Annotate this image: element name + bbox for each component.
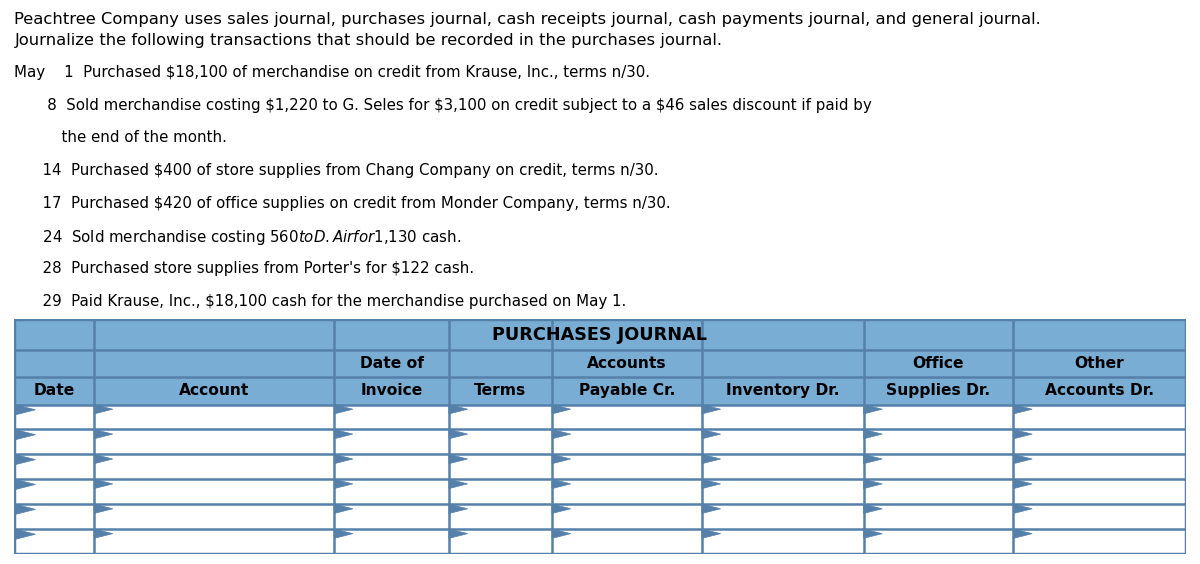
- Polygon shape: [702, 404, 721, 414]
- Polygon shape: [702, 454, 721, 464]
- Polygon shape: [864, 404, 882, 414]
- Text: Office: Office: [913, 356, 965, 372]
- Text: Invoice: Invoice: [360, 384, 422, 399]
- Polygon shape: [1014, 429, 1032, 439]
- Polygon shape: [552, 529, 571, 539]
- Polygon shape: [1014, 529, 1032, 539]
- Text: Account: Account: [179, 384, 250, 399]
- Polygon shape: [1014, 504, 1032, 513]
- Text: Journalize the following transactions that should be recorded in the purchases j: Journalize the following transactions th…: [14, 33, 722, 48]
- Polygon shape: [864, 504, 882, 513]
- Text: Payable Cr.: Payable Cr.: [578, 384, 676, 399]
- Polygon shape: [14, 429, 36, 440]
- Bar: [14, 429, 1186, 454]
- Bar: [14, 454, 1186, 479]
- Polygon shape: [702, 529, 721, 539]
- Text: PURCHASES JOURNAL: PURCHASES JOURNAL: [492, 325, 708, 343]
- Polygon shape: [334, 504, 353, 513]
- Polygon shape: [1014, 479, 1032, 488]
- Text: 8  Sold merchandise costing $1,220 to G. Seles for $3,100 on credit subject to a: 8 Sold merchandise costing $1,220 to G. …: [14, 98, 872, 113]
- Text: May    1  Purchased $18,100 of merchandise on credit from Krause, Inc., terms n/: May 1 Purchased $18,100 of merchandise o…: [14, 65, 650, 80]
- Polygon shape: [552, 504, 571, 513]
- Polygon shape: [334, 454, 353, 464]
- Polygon shape: [14, 404, 36, 415]
- Polygon shape: [449, 504, 468, 513]
- Polygon shape: [94, 479, 113, 488]
- Polygon shape: [334, 479, 353, 488]
- Polygon shape: [94, 454, 113, 464]
- Text: Terms: Terms: [474, 384, 527, 399]
- Text: Supplies Dr.: Supplies Dr.: [887, 384, 991, 399]
- Bar: [14, 529, 1186, 554]
- Polygon shape: [552, 404, 571, 414]
- Polygon shape: [334, 429, 353, 439]
- Polygon shape: [702, 429, 721, 439]
- Text: 29  Paid Krause, Inc., $18,100 cash for the merchandise purchased on May 1.: 29 Paid Krause, Inc., $18,100 cash for t…: [14, 294, 626, 309]
- Polygon shape: [94, 404, 113, 414]
- Text: 28  Purchased store supplies from Porter's for $122 cash.: 28 Purchased store supplies from Porter'…: [14, 261, 474, 276]
- Polygon shape: [552, 454, 571, 464]
- Polygon shape: [449, 429, 468, 439]
- Text: Peachtree Company uses sales journal, purchases journal, cash receipts journal, : Peachtree Company uses sales journal, pu…: [14, 12, 1042, 28]
- Polygon shape: [14, 479, 36, 490]
- Polygon shape: [334, 404, 353, 414]
- Polygon shape: [702, 504, 721, 513]
- Polygon shape: [94, 429, 113, 439]
- Polygon shape: [1014, 454, 1032, 464]
- Text: 24  Sold merchandise costing $560 to D. Air for $1,130 cash.: 24 Sold merchandise costing $560 to D. A…: [14, 228, 462, 248]
- Polygon shape: [552, 429, 571, 439]
- Text: Accounts Dr.: Accounts Dr.: [1045, 384, 1154, 399]
- Polygon shape: [864, 429, 882, 439]
- Bar: [14, 404, 1186, 429]
- Text: Date of: Date of: [360, 356, 424, 372]
- Polygon shape: [864, 529, 882, 539]
- Polygon shape: [864, 454, 882, 464]
- Text: Other: Other: [1075, 356, 1124, 372]
- Text: 14  Purchased $400 of store supplies from Chang Company on credit, terms n/30.: 14 Purchased $400 of store supplies from…: [14, 163, 659, 178]
- Polygon shape: [449, 404, 468, 414]
- Polygon shape: [552, 479, 571, 488]
- Polygon shape: [14, 529, 36, 540]
- Polygon shape: [449, 454, 468, 464]
- Text: Accounts: Accounts: [587, 356, 667, 372]
- Text: Date: Date: [34, 384, 74, 399]
- Polygon shape: [94, 529, 113, 539]
- Polygon shape: [14, 454, 36, 465]
- Polygon shape: [449, 479, 468, 488]
- Bar: [14, 479, 1186, 504]
- Polygon shape: [864, 479, 882, 488]
- Text: the end of the month.: the end of the month.: [14, 130, 227, 146]
- Polygon shape: [702, 479, 721, 488]
- Bar: [14, 504, 1186, 529]
- Polygon shape: [94, 504, 113, 513]
- Polygon shape: [14, 504, 36, 514]
- Text: 17  Purchased $420 of office supplies on credit from Monder Company, terms n/30.: 17 Purchased $420 of office supplies on …: [14, 196, 671, 211]
- Polygon shape: [334, 529, 353, 539]
- Text: Inventory Dr.: Inventory Dr.: [726, 384, 840, 399]
- Polygon shape: [449, 529, 468, 539]
- Polygon shape: [1014, 404, 1032, 414]
